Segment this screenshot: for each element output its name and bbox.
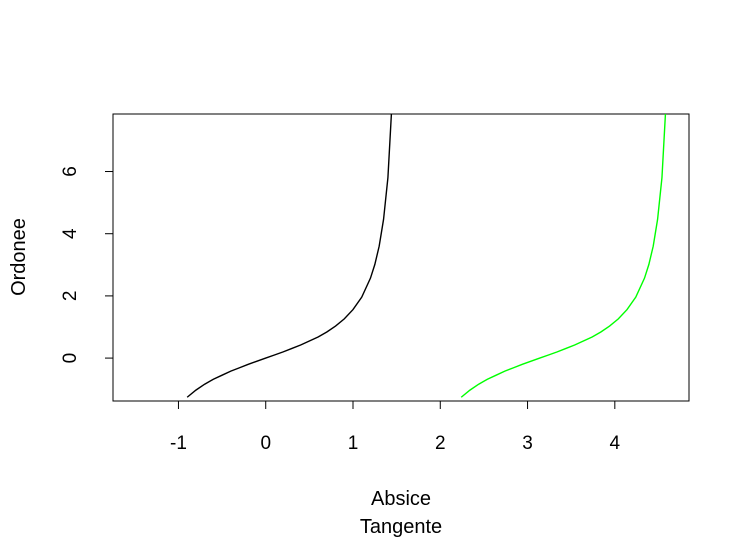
x-tick-label: 1 bbox=[348, 433, 359, 454]
y-tick-label: 2 bbox=[60, 291, 81, 302]
series-line-1 bbox=[186, 114, 393, 398]
x-axis: -1 0 1 2 3 4 bbox=[170, 400, 621, 454]
y-axis: 0 2 4 6 bbox=[60, 166, 114, 364]
x-tick-label: 0 bbox=[260, 433, 271, 454]
y-tick-label: 4 bbox=[60, 228, 81, 239]
plot-frame bbox=[112, 113, 690, 402]
x-tick-label: 4 bbox=[610, 433, 621, 454]
chart-subtitle: Tangente bbox=[360, 516, 442, 538]
y-axis-title: Ordonee bbox=[8, 218, 30, 296]
x-tick-label: -1 bbox=[170, 433, 187, 454]
y-tick-label: 6 bbox=[60, 166, 81, 177]
series-layer bbox=[186, 114, 667, 398]
y-tick-label: 0 bbox=[60, 353, 81, 364]
x-tick-label: 2 bbox=[435, 433, 446, 454]
x-tick-label: 3 bbox=[522, 433, 533, 454]
x-axis-title: Absice bbox=[371, 488, 431, 510]
series-line-2 bbox=[460, 114, 667, 398]
